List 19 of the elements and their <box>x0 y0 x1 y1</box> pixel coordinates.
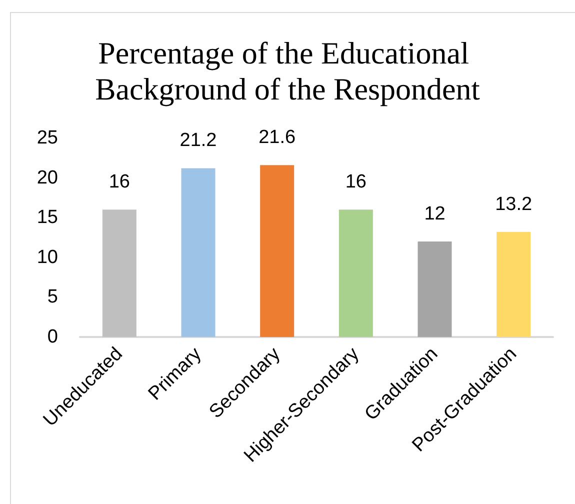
data-label: 21.2 <box>180 130 217 152</box>
data-label: 16 <box>108 172 130 193</box>
data-label: 16 <box>345 172 366 193</box>
bar <box>418 241 452 337</box>
bar <box>338 210 373 337</box>
y-tick-label: 15 <box>36 207 58 228</box>
chart-title: Percentage of the Educational Background of the Respondent <box>95 36 480 106</box>
bar <box>102 210 136 337</box>
bar <box>496 232 531 337</box>
y-tick-label: 25 <box>36 128 58 148</box>
y-tick-label: 10 <box>36 246 58 268</box>
y-tick-label: 5 <box>47 286 58 308</box>
y-tick-label: 20 <box>36 167 58 188</box>
data-label: 13.2 <box>495 194 532 215</box>
data-label: 21.6 <box>258 127 296 148</box>
bar <box>181 168 216 337</box>
bar <box>260 165 294 337</box>
y-tick-label: 0 <box>47 326 58 348</box>
data-label: 12 <box>424 203 446 224</box>
